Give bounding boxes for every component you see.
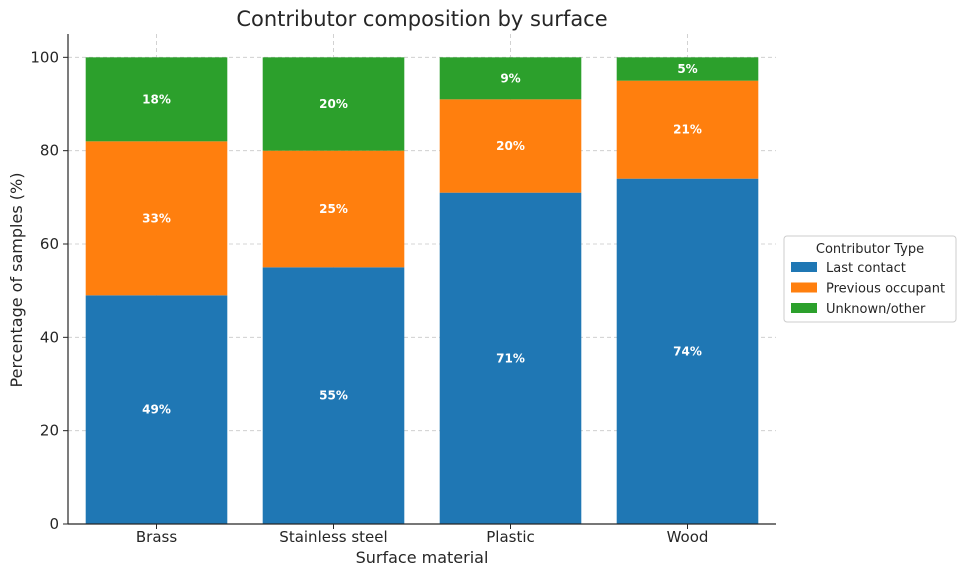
- bars: [85, 57, 759, 524]
- bar-value-label: 71%: [496, 351, 525, 365]
- x-tick-label: Plastic: [486, 528, 535, 546]
- bar-segment: [262, 57, 405, 151]
- bar-segment: [616, 57, 759, 81]
- y-tick-label: 60: [40, 235, 59, 253]
- y-tick-label: 20: [40, 422, 59, 440]
- bar-segment: [439, 99, 582, 193]
- y-tick-label: 80: [40, 142, 59, 160]
- bar-value-label: 20%: [319, 97, 348, 111]
- bar-labels: 49% 33% 18% 55% 25% 20% 71% 20% 9% 74% 21% 5%: [142, 62, 702, 417]
- bar-value-label: 25%: [319, 202, 348, 216]
- y-axis-label: Percentage of samples (%): [7, 173, 26, 388]
- bar-value-label: 9%: [500, 71, 520, 85]
- bar-value-label: 74%: [673, 344, 702, 358]
- x-axis-label: Surface material: [356, 548, 489, 567]
- legend-items: Last contact Previous occupant Unknown/oth…: [791, 261, 945, 317]
- legend-frame: [783, 235, 957, 323]
- x-tick-label: Stainless steel: [279, 528, 387, 546]
- bar-segment: [439, 192, 582, 524]
- bar-segment: [85, 141, 228, 296]
- legend-title: Contributor Type: [816, 242, 924, 257]
- legend-entry-label: Last contact: [826, 261, 906, 276]
- x-tick-label: Wood: [667, 528, 709, 546]
- legend-swatch: [791, 303, 817, 313]
- bar-value-label: 20%: [496, 139, 525, 153]
- bar-value-label: 21%: [673, 123, 702, 137]
- legend-swatch: [791, 282, 817, 293]
- bar-segment: [262, 150, 405, 268]
- legend-swatch: [791, 262, 817, 272]
- chart-title: Contributor composition by surface: [236, 7, 607, 31]
- bar-segment: [262, 267, 405, 524]
- bar-value-label: 18%: [142, 92, 171, 106]
- x-tick-label: Brass: [136, 528, 177, 546]
- bar-value-label: 55%: [319, 389, 348, 403]
- bar-value-label: 33%: [142, 211, 171, 225]
- bar-segment: [439, 57, 582, 100]
- y-tick-label: 0: [49, 515, 59, 533]
- bar-segment: [616, 80, 759, 179]
- legend-entry-label: Unknown/other: [826, 302, 926, 317]
- bar-segment: [85, 295, 228, 524]
- legend: Contributor Type Last contact Previous oc…: [783, 235, 957, 323]
- bar-value-label: 49%: [142, 403, 171, 417]
- bar-segment: [616, 178, 759, 524]
- bar-value-label: 5%: [677, 62, 697, 76]
- axes: 0 20 40 60 80 100 Brass Stainless steel Plastic W…: [30, 34, 776, 546]
- y-tick-label: 40: [40, 328, 59, 346]
- y-tick-label: 100: [30, 48, 59, 66]
- legend-entry-label: Previous occupant: [826, 282, 945, 297]
- bar-segment: [85, 57, 228, 142]
